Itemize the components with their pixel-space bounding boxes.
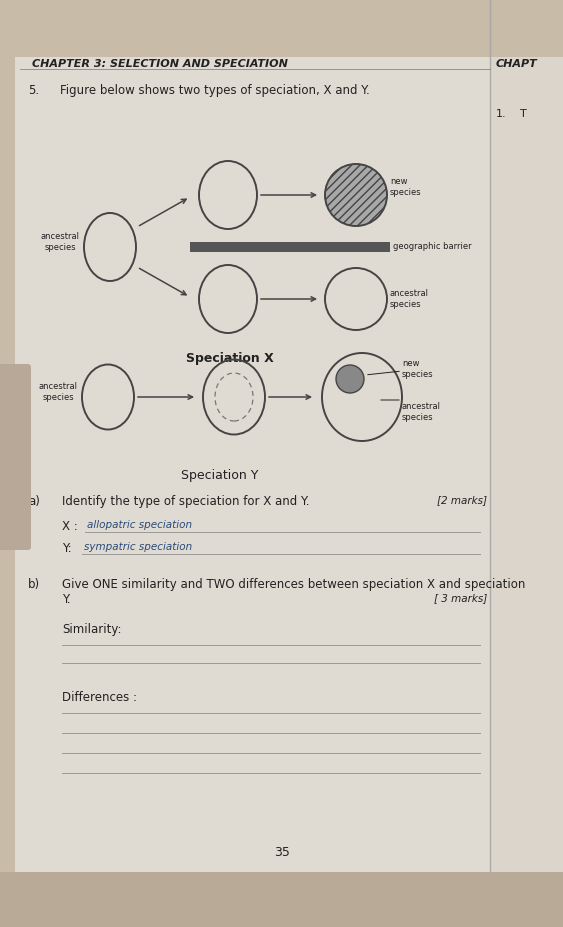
Text: Give ONE similarity and TWO differences between speciation X and speciation: Give ONE similarity and TWO differences … xyxy=(62,578,525,591)
Text: ancestral
species: ancestral species xyxy=(38,382,78,402)
FancyBboxPatch shape xyxy=(0,364,31,550)
FancyBboxPatch shape xyxy=(490,0,563,872)
Text: CHAPT: CHAPT xyxy=(496,59,538,69)
Text: 1.: 1. xyxy=(496,109,507,119)
Text: new
species: new species xyxy=(390,177,422,197)
Text: CHAPTER 3: SELECTION AND SPECIATION: CHAPTER 3: SELECTION AND SPECIATION xyxy=(32,59,288,69)
Ellipse shape xyxy=(325,164,387,226)
Text: Identify the type of speciation for X and Y.: Identify the type of speciation for X an… xyxy=(62,495,310,508)
Text: [2 marks]: [2 marks] xyxy=(437,495,487,505)
Text: new
species: new species xyxy=(402,359,434,379)
Text: [ 3 marks]: [ 3 marks] xyxy=(434,593,487,603)
Text: 5.: 5. xyxy=(28,84,39,97)
Text: Speciation Y: Speciation Y xyxy=(181,469,258,482)
FancyBboxPatch shape xyxy=(15,0,493,875)
Text: Speciation X: Speciation X xyxy=(186,352,274,365)
Bar xyxy=(190,242,390,252)
Text: Y:: Y: xyxy=(62,542,72,555)
Text: ancestral
species: ancestral species xyxy=(402,402,441,422)
Ellipse shape xyxy=(336,365,364,393)
Text: Differences :: Differences : xyxy=(62,691,137,704)
FancyBboxPatch shape xyxy=(0,872,563,927)
Text: ancestral
species: ancestral species xyxy=(390,289,429,309)
Text: allopatric speciation: allopatric speciation xyxy=(87,520,192,530)
Text: geographic barrier: geographic barrier xyxy=(393,242,472,250)
Text: b): b) xyxy=(28,578,40,591)
Text: T: T xyxy=(520,109,527,119)
Text: 35: 35 xyxy=(274,846,290,859)
FancyBboxPatch shape xyxy=(0,0,563,57)
Text: X :: X : xyxy=(62,520,78,533)
Text: Figure below shows two types of speciation, X and Y.: Figure below shows two types of speciati… xyxy=(60,84,370,97)
Text: sympatric speciation: sympatric speciation xyxy=(84,542,192,552)
Text: Similarity:: Similarity: xyxy=(62,623,122,636)
Text: a): a) xyxy=(28,495,40,508)
Text: ancestral
species: ancestral species xyxy=(41,232,79,252)
Text: Y.: Y. xyxy=(62,593,70,606)
